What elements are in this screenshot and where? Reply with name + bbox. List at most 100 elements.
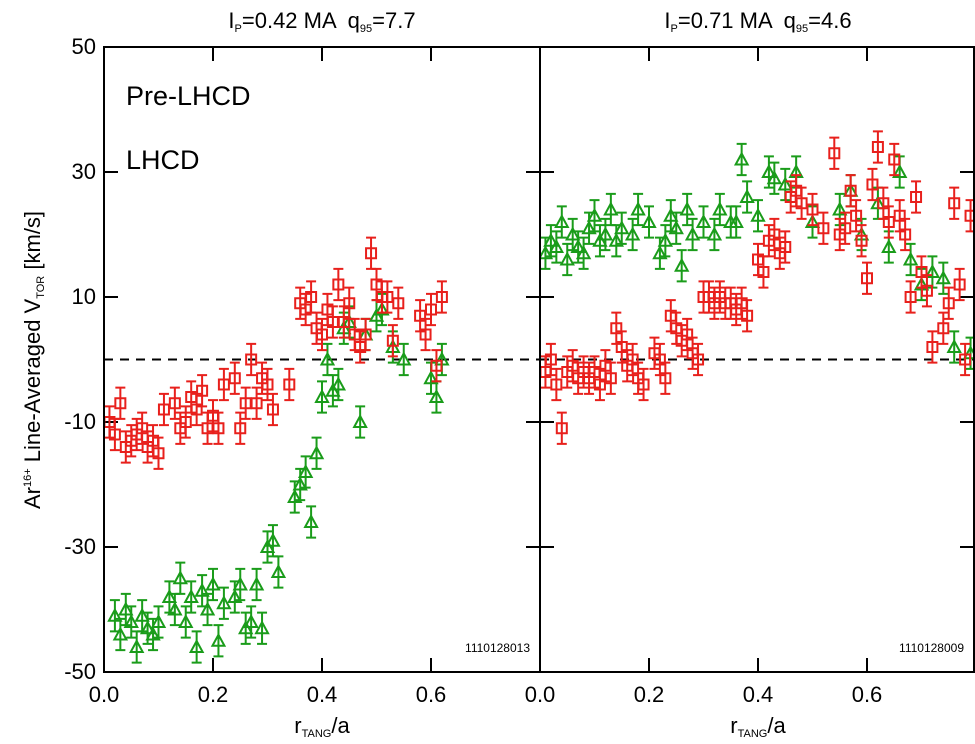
error-bar-line	[344, 286, 355, 320]
error-bar	[366, 236, 377, 270]
triangle-marker	[570, 238, 586, 253]
triangle-marker	[139, 620, 156, 635]
label-part: /a	[331, 713, 350, 738]
error-bar-line	[709, 217, 720, 252]
label-part: r	[294, 713, 301, 738]
error-bar-line	[398, 342, 409, 377]
error-bar	[594, 224, 605, 258]
square-marker	[555, 422, 568, 435]
error-bar	[780, 230, 791, 264]
error-bar-line	[644, 205, 654, 239]
error-bar-line	[905, 242, 916, 277]
error-bar-line	[202, 592, 213, 627]
error-bar	[905, 280, 916, 314]
error-bar	[382, 280, 393, 314]
error-bar-line	[262, 367, 273, 402]
label-part: Line-Averaged V	[20, 298, 45, 468]
error-bar	[638, 367, 649, 402]
square-marker	[926, 341, 939, 353]
x-tick-label: 0.4	[307, 682, 338, 707]
error-bar-line	[856, 224, 867, 258]
square-marker	[920, 284, 933, 297]
error-bar	[240, 611, 251, 645]
triangle-marker	[684, 226, 701, 241]
error-bar-line	[426, 292, 436, 327]
square-marker	[615, 341, 628, 353]
triangle-marker	[706, 226, 723, 241]
error-bar-line	[317, 380, 327, 414]
error-bar	[235, 567, 246, 602]
error-bar	[851, 199, 862, 233]
square-marker	[850, 209, 863, 222]
error-bar	[126, 605, 137, 639]
error-bar	[229, 361, 240, 395]
error-bar-line	[949, 330, 960, 364]
error-bar	[306, 505, 317, 539]
error-bar-line	[556, 205, 567, 239]
error-bar	[900, 217, 911, 252]
error-bar	[240, 386, 251, 420]
triangle-marker	[374, 301, 390, 316]
error-bar	[769, 161, 780, 195]
error-bar-line	[235, 567, 246, 602]
error-bar	[426, 292, 436, 327]
error-bar-line	[851, 199, 862, 233]
annotation: 1110128009	[899, 641, 964, 655]
x-tick-label: 0.2	[634, 682, 665, 707]
triangle-marker	[565, 226, 581, 241]
error-bar-line	[229, 361, 240, 395]
error-bar-line	[191, 630, 202, 664]
error-bar	[709, 217, 720, 252]
square-marker	[692, 353, 705, 366]
error-bar	[616, 211, 627, 245]
square-marker	[152, 447, 165, 460]
square-marker	[392, 297, 405, 310]
triangle-marker	[614, 220, 630, 235]
error-bar	[611, 311, 622, 345]
error-bar-line	[753, 199, 763, 233]
error-bar	[796, 186, 807, 220]
error-bar	[246, 605, 257, 639]
error-bar-line	[387, 324, 398, 358]
square-marker	[839, 222, 852, 235]
x-tick-label: 0.6	[416, 682, 447, 707]
error-bar	[938, 311, 949, 345]
error-bar	[911, 180, 922, 214]
error-bar	[306, 280, 317, 314]
label-part: TOR	[35, 276, 47, 299]
error-bar	[420, 317, 431, 352]
x-tick-label: 0.2	[198, 682, 229, 707]
triangle-marker	[150, 613, 167, 628]
triangle-marker	[804, 213, 821, 228]
error-bar	[327, 305, 338, 339]
error-bar	[262, 530, 273, 564]
square-marker	[544, 353, 557, 366]
error-bar	[556, 205, 567, 239]
triangle-marker	[330, 376, 347, 391]
error-bar	[682, 192, 693, 227]
error-bar	[115, 617, 126, 652]
triangle-marker	[766, 170, 783, 185]
error-bar	[284, 367, 295, 402]
error-bar	[671, 211, 682, 245]
square-marker	[179, 416, 192, 428]
error-bar-line	[633, 192, 644, 227]
error-bar	[938, 261, 949, 295]
error-bar-line	[943, 286, 954, 320]
error-bar-line	[589, 199, 600, 233]
square-marker	[250, 397, 263, 410]
error-bar	[872, 130, 883, 164]
x-tick-label: 0.4	[743, 682, 774, 707]
title-part: P	[671, 23, 678, 35]
square-marker	[610, 322, 623, 335]
label-part: [km/s]	[20, 211, 45, 276]
square-marker	[937, 322, 950, 335]
triangle-marker	[183, 588, 199, 603]
title-part: =7.7	[372, 8, 415, 33]
square-marker	[386, 334, 399, 347]
error-bar-line	[240, 611, 251, 645]
error-bar-line	[180, 405, 191, 439]
error-bar	[660, 361, 671, 395]
error-bar-line	[911, 180, 922, 214]
